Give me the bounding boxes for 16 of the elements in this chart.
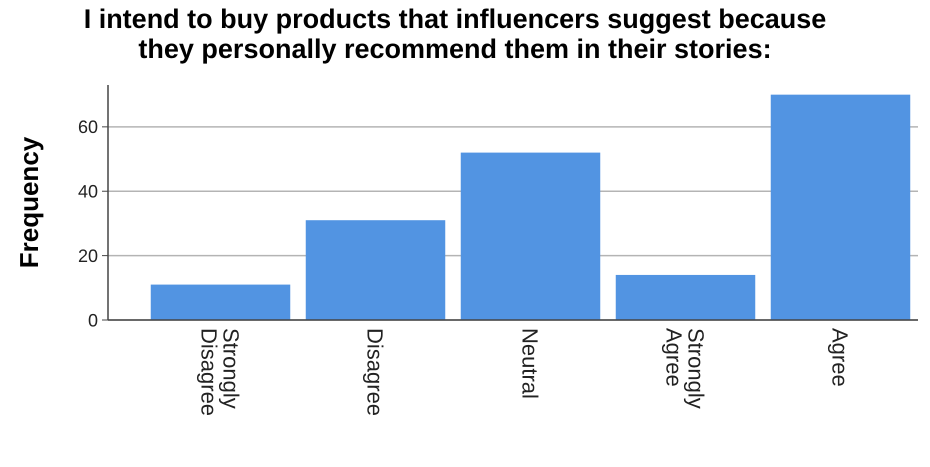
chart-title: I intend to buy products that influencers suggest because they personally recommend them in their stories: <box>84 4 826 64</box>
x-tick-label: Strongly Disagree <box>196 328 244 416</box>
y-tick-label: 20 <box>78 246 98 266</box>
y-axis-title: Frequency <box>14 136 44 268</box>
bar <box>770 94 910 320</box>
x-tick-label: Neutral <box>518 328 542 399</box>
bar <box>460 152 600 320</box>
bar <box>616 274 756 320</box>
y-tick-label: 40 <box>78 182 98 202</box>
bar <box>306 220 446 320</box>
y-tick-label: 60 <box>78 117 98 138</box>
x-tick-label: Agree <box>828 328 852 387</box>
x-tick-label: Disagree <box>362 328 388 416</box>
y-tick-label: 0 <box>88 310 98 330</box>
x-tick-label: Strongly Agree <box>662 328 708 409</box>
bar <box>150 284 290 320</box>
